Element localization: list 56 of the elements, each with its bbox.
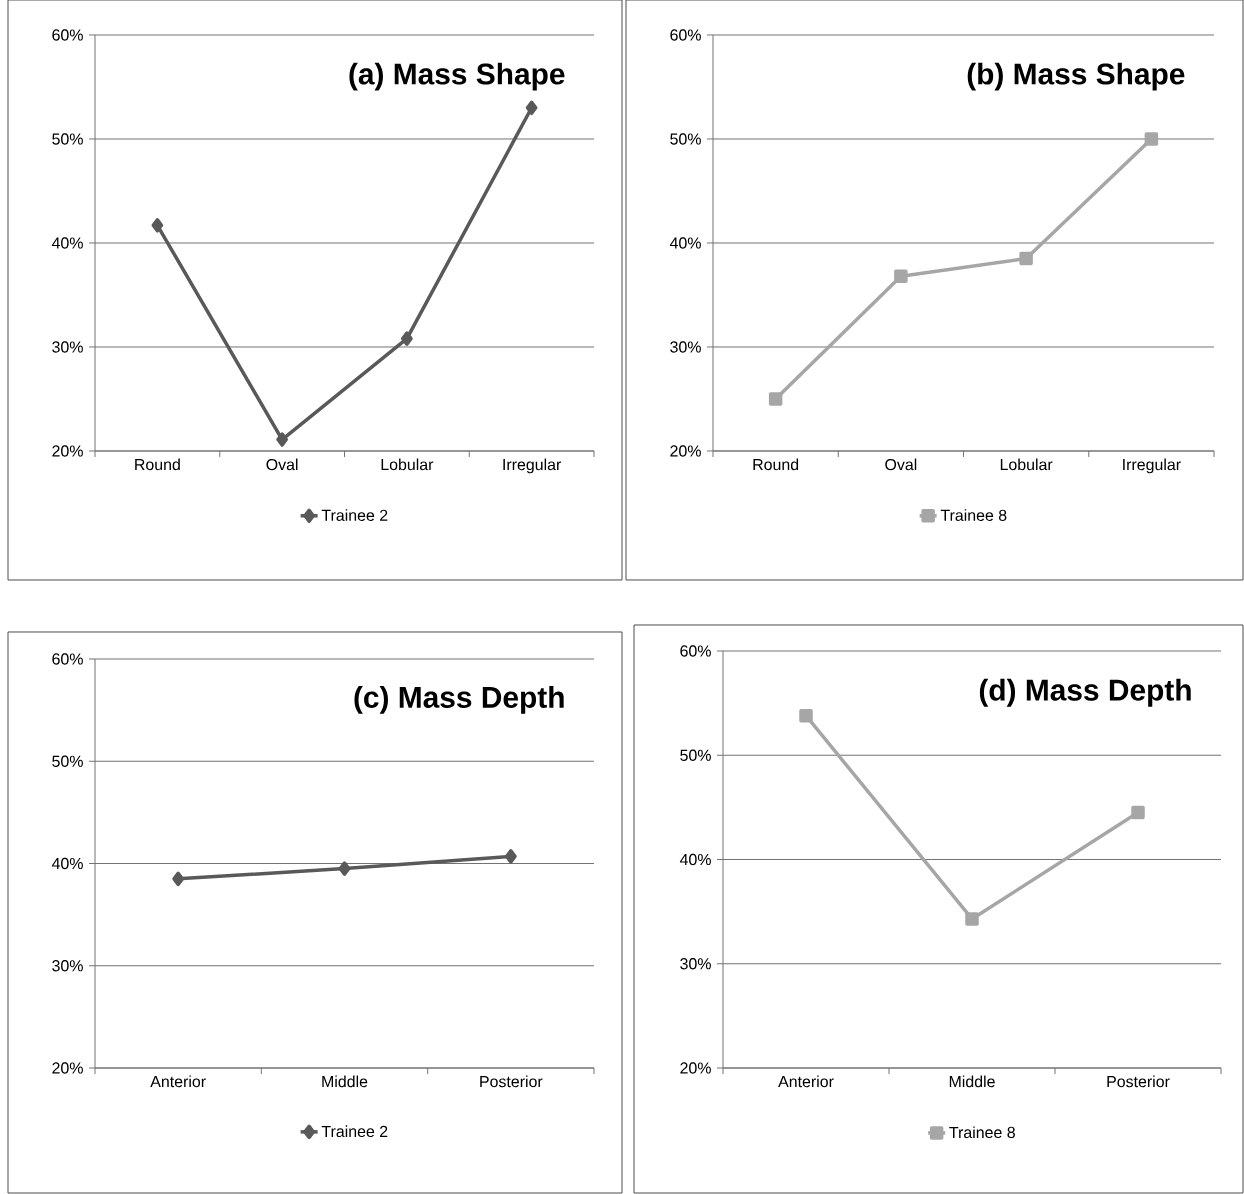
point [768, 392, 783, 406]
legend-label: Trainee 8 [949, 1126, 1015, 1139]
text: (d) Mass Depth [979, 678, 1191, 707]
point [172, 871, 185, 887]
y-tick-label: 60% [52, 29, 83, 41]
x-tick-label: Middle [322, 1075, 368, 1088]
point [1131, 805, 1145, 820]
y-tick-label: 20% [52, 1062, 83, 1074]
y-tick-label: 50% [680, 749, 711, 761]
legend-label: Trainee 2 [321, 1125, 388, 1138]
x-tick-label: Lobular [1000, 458, 1053, 471]
point [151, 218, 164, 233]
x-tick-label: Irregular [503, 458, 562, 474]
y-tick-label: 30% [52, 960, 83, 972]
y-tick-label: 60% [670, 29, 701, 41]
x-tick-label: Round [135, 458, 180, 471]
x-tick-label: Oval [266, 458, 298, 471]
y-tick-label: 30% [52, 341, 83, 353]
x-tick-label: Posterior [1107, 1075, 1170, 1088]
y-tick-label: 40% [51, 237, 83, 249]
y-tick-label: 60% [680, 645, 711, 657]
point [401, 331, 413, 346]
x-tick-label: Posterior [480, 1075, 543, 1088]
text: (b) Mass Shape [967, 62, 1185, 91]
point [525, 100, 538, 116]
y-tick-label: 50% [52, 133, 83, 145]
text: (a) Mass Shape [349, 62, 565, 91]
legend-label: Trainee 8 [940, 509, 1007, 521]
y-tick-label: 30% [670, 341, 701, 353]
point [276, 432, 288, 447]
x-tick-label: Oval [885, 458, 917, 471]
x-tick-label: Anterior [778, 1075, 834, 1088]
y-tick-label: 40% [669, 237, 701, 249]
point [965, 912, 979, 926]
x-tick-label: Anterior [150, 1075, 206, 1088]
point [894, 269, 908, 284]
text: (c) Mass Depth [354, 685, 564, 714]
point [338, 861, 351, 876]
x-tick-label: Irregular [1123, 458, 1181, 474]
y-tick-label: 60% [52, 653, 83, 665]
y-tick-label: 20% [670, 445, 701, 457]
point [1144, 132, 1159, 146]
y-tick-label: 40% [51, 857, 83, 870]
legend-label: Trainee 2 [321, 509, 388, 521]
y-tick-label: 30% [680, 958, 711, 970]
point [799, 708, 813, 723]
y-tick-label: 20% [52, 445, 83, 457]
y-tick-label: 40% [679, 853, 711, 866]
y-tick-label: 20% [680, 1062, 711, 1074]
y-tick-label: 50% [670, 133, 701, 145]
x-tick-label: Round [753, 458, 799, 471]
x-tick-label: Lobular [381, 458, 434, 471]
point [1019, 251, 1033, 266]
x-tick-label: Middle [949, 1075, 995, 1088]
point [504, 849, 517, 864]
y-tick-label: 50% [52, 755, 83, 767]
